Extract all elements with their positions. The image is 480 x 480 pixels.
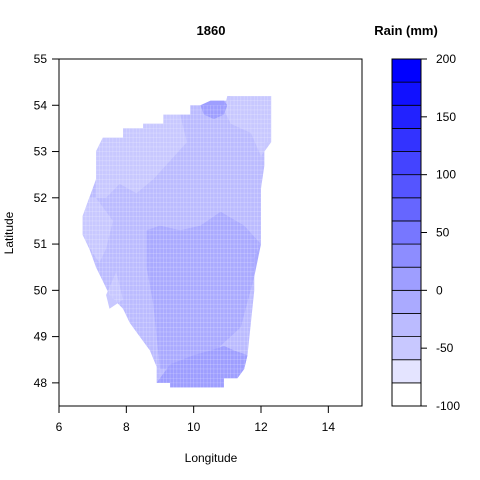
legend-tick-label: 0 — [436, 283, 443, 297]
legend-swatch — [391, 151, 422, 176]
heatmap-region-7 — [200, 100, 228, 120]
heatmap-region-5 — [146, 211, 261, 369]
legend-swatch — [391, 336, 422, 361]
heatmap-regions — [82, 96, 272, 388]
x-axis-label: Longitude — [185, 451, 238, 465]
chart-title: 1860 — [197, 23, 226, 38]
y-tick-label: 48 — [34, 376, 48, 390]
legend-swatch — [391, 313, 422, 338]
legend-swatch — [391, 127, 422, 152]
legend-swatch — [391, 220, 422, 245]
legend-tick-label: 100 — [436, 168, 456, 182]
legend-swatch — [391, 359, 422, 384]
legend-swatch — [391, 197, 422, 222]
legend-title: Rain (mm) — [374, 23, 438, 38]
legend-tick-label: 200 — [436, 52, 456, 66]
heatmap-region-2 — [82, 197, 113, 263]
legend-tick-label: 150 — [436, 110, 456, 124]
color-legend: -100 -50 0 50 100 150 200 — [391, 52, 460, 413]
heatmap-region-6 — [156, 345, 248, 388]
y-tick-label: 49 — [34, 330, 48, 344]
y-tick-label: 50 — [34, 283, 48, 297]
legend-swatch — [391, 81, 422, 106]
legend-swatch — [391, 382, 422, 407]
y-tick-label: 52 — [34, 191, 48, 205]
legend-tick-label: 50 — [436, 226, 450, 240]
legend-swatch — [391, 243, 422, 268]
legend-tick-label: -50 — [436, 341, 454, 355]
legend-swatch — [391, 174, 422, 199]
x-tick-label: 14 — [322, 420, 336, 434]
y-axis: 48 49 50 51 52 53 54 55 — [34, 52, 60, 390]
x-tick-label: 12 — [254, 420, 268, 434]
y-tick-label: 54 — [34, 98, 48, 112]
heatmap-region-4 — [224, 96, 272, 157]
x-axis: 6 8 10 12 14 — [56, 405, 336, 434]
y-axis-label: Latitude — [2, 211, 16, 254]
heatmap-region-1 — [96, 114, 187, 198]
heatmap-region-3 — [106, 271, 123, 309]
x-tick-label: 8 — [123, 420, 130, 434]
legend-swatch — [391, 58, 422, 83]
y-tick-label: 51 — [34, 237, 48, 251]
x-tick-label: 6 — [56, 420, 63, 434]
y-tick-label: 53 — [34, 145, 48, 159]
x-tick-label: 10 — [187, 420, 201, 434]
legend-swatch — [391, 266, 422, 291]
legend-swatch — [391, 104, 422, 129]
legend-swatch — [391, 289, 422, 314]
legend-tick-label: -100 — [436, 399, 460, 413]
y-tick-label: 55 — [34, 52, 48, 66]
